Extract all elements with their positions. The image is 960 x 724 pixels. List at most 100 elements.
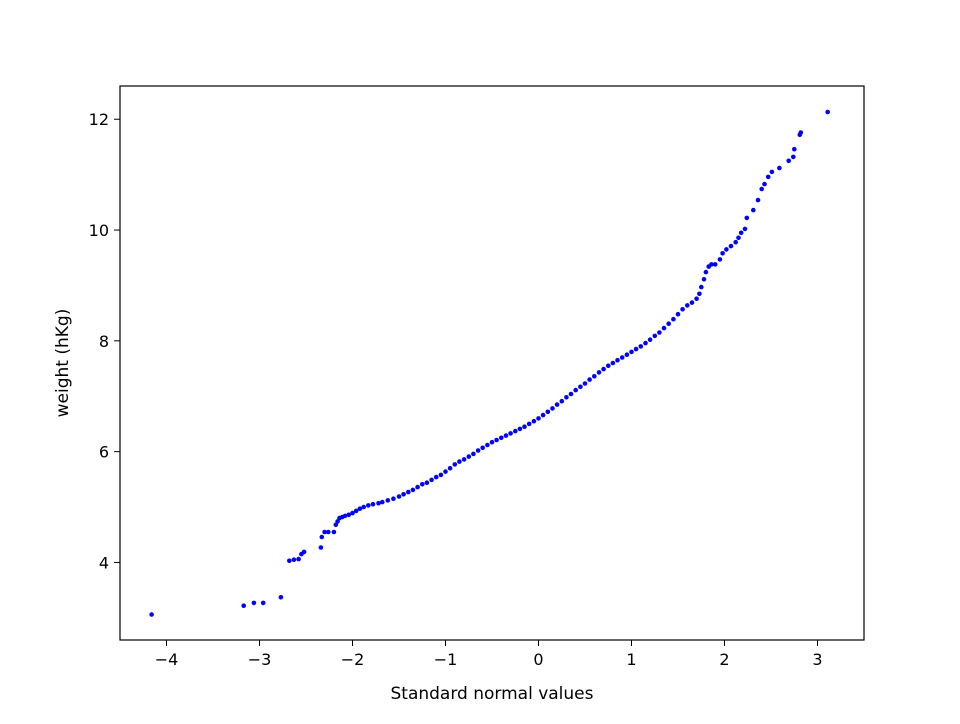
data-point xyxy=(751,207,756,213)
data-point xyxy=(615,357,620,363)
data-point xyxy=(241,603,246,608)
data-point xyxy=(791,154,796,160)
data-point xyxy=(296,556,301,562)
data-point xyxy=(318,545,324,550)
data-point xyxy=(342,513,348,519)
data-point xyxy=(709,262,714,267)
data-point xyxy=(545,409,551,415)
data-point xyxy=(385,498,391,503)
data-point xyxy=(587,377,592,382)
data-point xyxy=(357,506,363,512)
data-point xyxy=(346,512,352,518)
data-point xyxy=(769,169,775,175)
data-point xyxy=(671,316,676,322)
data-point xyxy=(728,243,734,249)
data-point xyxy=(494,437,499,443)
data-point xyxy=(391,496,396,502)
data-point xyxy=(643,340,648,346)
data-point xyxy=(657,330,662,335)
data-point xyxy=(457,459,462,464)
data-point xyxy=(278,595,284,600)
data-point xyxy=(592,374,597,379)
data-point xyxy=(697,291,702,297)
data-point xyxy=(712,262,718,267)
data-point xyxy=(287,558,292,564)
x-axis-ticks: −4 −3 −2 −1 0 1 2 3 xyxy=(155,640,823,669)
data-point xyxy=(624,352,630,358)
data-point xyxy=(742,226,748,232)
data-point xyxy=(596,370,602,375)
data-point xyxy=(689,300,695,305)
data-point xyxy=(582,381,588,386)
x-axis-title: Standard normal values xyxy=(390,684,593,704)
data-point xyxy=(647,337,653,343)
data-point xyxy=(322,529,327,535)
data-point xyxy=(350,510,355,516)
data-point xyxy=(513,428,518,434)
x-tick-label: −3 xyxy=(248,650,272,669)
data-point xyxy=(699,284,704,290)
data-point xyxy=(638,344,644,349)
data-point xyxy=(703,269,709,275)
data-point xyxy=(366,503,371,508)
data-point xyxy=(461,457,467,462)
data-point xyxy=(517,426,523,432)
data-point xyxy=(606,363,611,369)
y-tick-label: 12 xyxy=(89,110,109,129)
data-point xyxy=(629,349,634,355)
data-point xyxy=(526,421,532,427)
data-point xyxy=(326,529,331,535)
y-tick-label: 8 xyxy=(99,332,109,351)
x-tick-label: −4 xyxy=(155,650,179,669)
data-point xyxy=(554,402,560,407)
data-point xyxy=(540,412,546,418)
data-point xyxy=(701,277,707,282)
data-point xyxy=(765,174,771,180)
data-point xyxy=(503,433,509,438)
data-point xyxy=(762,181,767,187)
data-point xyxy=(475,448,481,453)
data-point xyxy=(798,130,804,135)
data-point xyxy=(415,484,420,490)
y-axis-title: weight (hKg) xyxy=(53,309,73,418)
x-tick-label: 0 xyxy=(533,650,543,669)
data-point xyxy=(471,451,476,457)
data-point xyxy=(531,418,537,424)
data-point xyxy=(480,445,486,451)
data-point xyxy=(380,499,385,505)
x-tick-label: 2 xyxy=(719,650,729,669)
data-point xyxy=(675,311,681,317)
data-point xyxy=(424,480,430,486)
data-point xyxy=(610,360,616,366)
data-point xyxy=(717,257,723,262)
data-point xyxy=(786,158,791,164)
data-point xyxy=(406,489,411,495)
data-point xyxy=(466,454,472,459)
data-point xyxy=(260,600,266,606)
data-point xyxy=(331,529,337,535)
data-point xyxy=(420,482,425,487)
data-point xyxy=(685,303,690,308)
data-point xyxy=(661,325,667,331)
data-point xyxy=(724,247,729,252)
data-point xyxy=(601,366,606,372)
data-point xyxy=(633,346,639,352)
y-tick-label: 4 xyxy=(99,553,109,572)
data-point xyxy=(251,600,257,606)
data-point xyxy=(522,424,527,430)
data-point xyxy=(564,395,569,400)
data-point xyxy=(429,477,434,483)
data-point xyxy=(759,186,764,192)
data-point xyxy=(508,431,513,436)
data-point xyxy=(755,197,761,203)
data-point xyxy=(738,230,744,236)
data-point xyxy=(452,462,458,467)
data-point xyxy=(319,534,325,540)
data-point xyxy=(376,500,381,506)
data-point xyxy=(652,333,658,339)
x-tick-label: −2 xyxy=(341,650,365,669)
data-point xyxy=(680,307,685,312)
data-point xyxy=(536,416,541,421)
